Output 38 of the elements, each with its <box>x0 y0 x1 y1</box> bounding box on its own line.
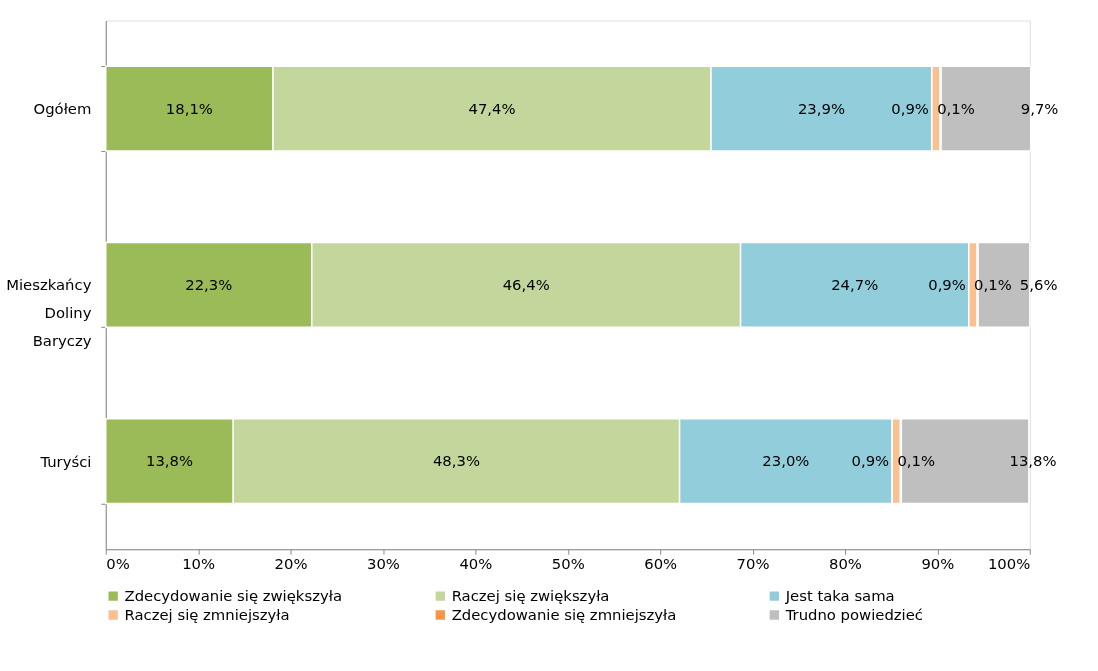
x-tick-label: 30% <box>366 554 400 572</box>
legend-label: Zdecydowanie się zwiększyła <box>124 587 342 605</box>
x-tick-label: 20% <box>274 554 308 572</box>
x-tick-label: 10% <box>182 554 216 572</box>
data-label: 48,3% <box>432 452 480 470</box>
data-label: 0,1% <box>937 99 975 117</box>
legend-label: Raczej się zmniejszyła <box>124 605 290 623</box>
x-tick-label: 90% <box>921 554 955 572</box>
data-label: 0,9% <box>891 99 929 117</box>
data-label: 13,8% <box>1009 452 1057 470</box>
legend-label: Zdecydowanie się zmniejszyła <box>451 605 677 623</box>
y-tick-label: Ogółem <box>33 100 92 118</box>
data-label: 46,4% <box>502 275 550 293</box>
y-tick-label: Mieszkańcy Doliny Baryczy <box>6 276 92 349</box>
data-label: 18,1% <box>165 99 213 117</box>
data-label: 22,3% <box>185 275 233 293</box>
data-label: 47,4% <box>468 99 516 117</box>
data-label: 5,6% <box>1019 275 1058 293</box>
x-tick-label: 50% <box>551 554 585 572</box>
legend-label: Raczej się zwiększyła <box>451 587 610 605</box>
legend-label: Trudno powiedzieć <box>784 605 923 623</box>
x-tick-label: 40% <box>459 554 493 572</box>
legend-label: Jest taka sama <box>784 587 895 605</box>
x-tick-label: 60% <box>644 554 678 572</box>
x-tick-label: 70% <box>736 554 770 572</box>
data-label: 13,8% <box>145 452 194 470</box>
data-label: 0,1% <box>897 452 936 470</box>
data-label: 0,1% <box>974 275 1012 293</box>
data-label: 23,0% <box>762 452 810 470</box>
x-tick-label: 0% <box>106 554 130 572</box>
y-tick-label: Turyści <box>39 452 92 470</box>
data-label: 0,9% <box>851 452 890 470</box>
data-label: 23,9% <box>797 99 845 117</box>
data-label: 24,7% <box>831 275 879 293</box>
data-label: 0,9% <box>928 275 966 293</box>
data-label: 9,7% <box>1020 99 1059 117</box>
x-tick-label: 100% <box>987 554 1031 572</box>
x-tick-label: 80% <box>829 554 862 572</box>
